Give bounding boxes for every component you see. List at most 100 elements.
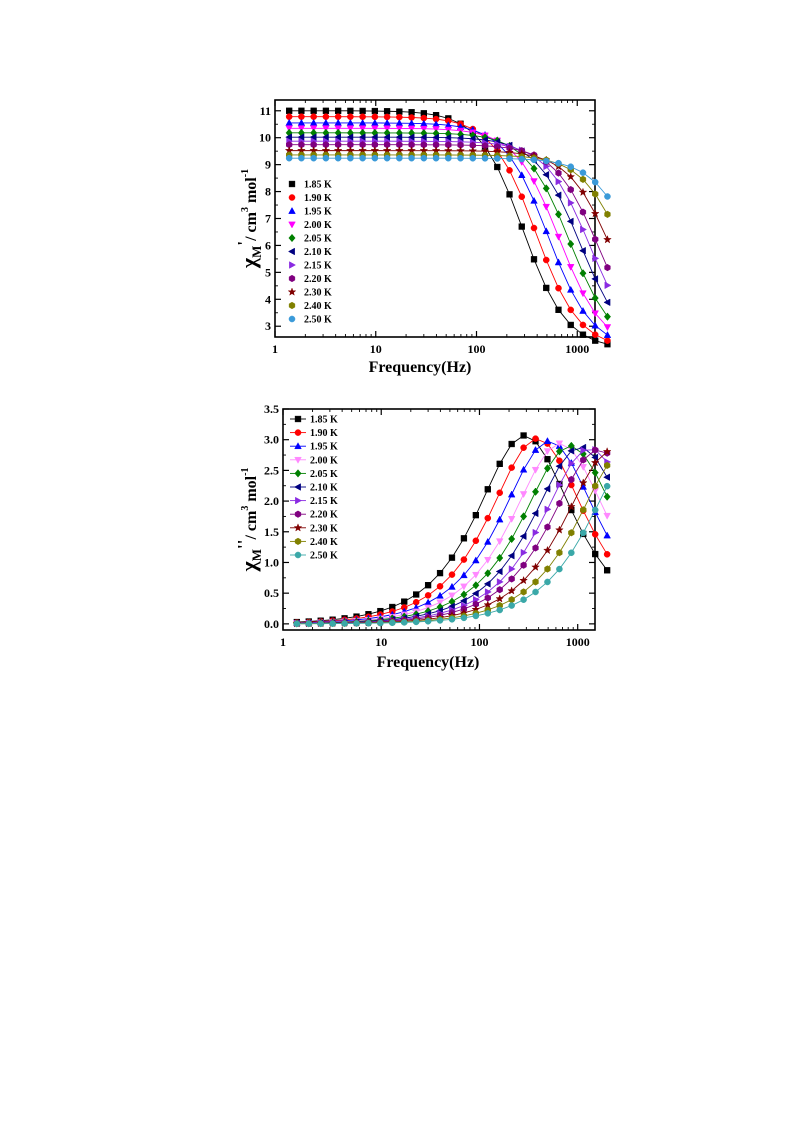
data-point [460, 583, 468, 591]
data-point [432, 154, 440, 162]
data-point [413, 591, 420, 598]
data-point [543, 437, 552, 444]
data-point [591, 468, 599, 477]
data-point [590, 208, 600, 218]
data-point [579, 175, 587, 184]
data-point [495, 538, 504, 546]
data-point [554, 258, 563, 266]
data-point [459, 597, 467, 605]
data-point [602, 447, 612, 456]
data-point [508, 565, 516, 573]
data-point [408, 154, 415, 162]
data-point [506, 155, 513, 163]
y-tick-label: 1.0 [264, 555, 279, 569]
data-point [520, 561, 527, 569]
data-point [448, 616, 456, 623]
data-point [508, 534, 516, 544]
data-point [436, 569, 444, 577]
data-point [579, 464, 588, 471]
data-point [604, 263, 611, 272]
data-point [603, 331, 612, 338]
data-point [567, 199, 575, 207]
x-tick-label: 10 [375, 635, 387, 649]
data-point [285, 113, 293, 120]
data-point [530, 196, 538, 204]
legend-label: 2.50 K [310, 551, 338, 562]
data-point [508, 575, 515, 583]
data-point [591, 531, 599, 538]
data-point [531, 562, 540, 571]
y-axis-title-part: χ [236, 257, 261, 269]
data-point [579, 169, 587, 176]
legend-marker [294, 456, 302, 464]
data-point [495, 515, 504, 523]
data-point [436, 617, 444, 624]
legend-marker [294, 537, 302, 546]
y-tick-label: 3.5 [264, 402, 279, 416]
legend-marker [288, 301, 296, 310]
data-point [554, 191, 562, 199]
y-tick-label: 8 [265, 185, 271, 199]
data-point [591, 275, 599, 283]
legend-label: 2.30 K [304, 288, 332, 299]
data-point [507, 586, 517, 595]
x-tick-label: 100 [468, 342, 486, 356]
data-point [592, 190, 599, 198]
data-point [591, 293, 599, 303]
x-tick-label: 1 [280, 635, 286, 649]
legend-label: 2.00 K [304, 220, 332, 231]
data-point [518, 155, 526, 163]
data-point [530, 256, 538, 263]
data-point [544, 505, 552, 514]
data-point [591, 321, 599, 329]
legend-marker [288, 194, 296, 201]
data-point [603, 492, 611, 501]
data-point [592, 482, 599, 490]
data-point [566, 172, 576, 181]
data-point [496, 553, 504, 563]
data-point [508, 464, 515, 471]
data-point [460, 590, 468, 599]
data-point [556, 499, 563, 508]
legend-label: 2.05 K [304, 234, 332, 245]
data-point [519, 575, 529, 585]
data-point [457, 154, 464, 162]
data-point [566, 502, 576, 511]
legend-marker [288, 274, 296, 283]
data-point [481, 155, 489, 162]
legend-label: 2.10 K [310, 483, 338, 494]
y-axis-title-part: / cm [243, 510, 260, 541]
y-tick-label: 4 [265, 292, 271, 306]
data-point [436, 591, 444, 599]
data-point [298, 154, 305, 162]
data-point [495, 567, 503, 576]
data-point [603, 482, 611, 490]
data-point [484, 537, 492, 545]
y-axis-title-part: M [249, 549, 264, 561]
y-tick-label: 2.0 [264, 494, 279, 508]
y-tick-label: 0.0 [264, 617, 279, 631]
legend-label: 2.30 K [310, 523, 338, 534]
data-point [310, 107, 317, 114]
data-point [591, 178, 599, 186]
legend-marker [288, 233, 296, 243]
x-tick-label: 1 [272, 342, 278, 356]
data-point [603, 567, 611, 574]
data-point [531, 466, 540, 474]
data-point [484, 610, 492, 617]
data-point [506, 191, 513, 198]
y-tick-label: 1.5 [264, 525, 279, 539]
data-point [347, 154, 354, 162]
data-point [530, 164, 538, 173]
data-point [568, 475, 575, 484]
data-point [542, 184, 550, 193]
legend-marker [294, 415, 302, 423]
data-point [579, 529, 587, 537]
data-point [460, 556, 468, 563]
data-point [592, 235, 599, 243]
data-point [554, 525, 564, 534]
data-point [543, 464, 551, 473]
data-point [400, 619, 408, 626]
data-point [592, 550, 599, 558]
legend-label: 2.40 K [304, 301, 332, 312]
